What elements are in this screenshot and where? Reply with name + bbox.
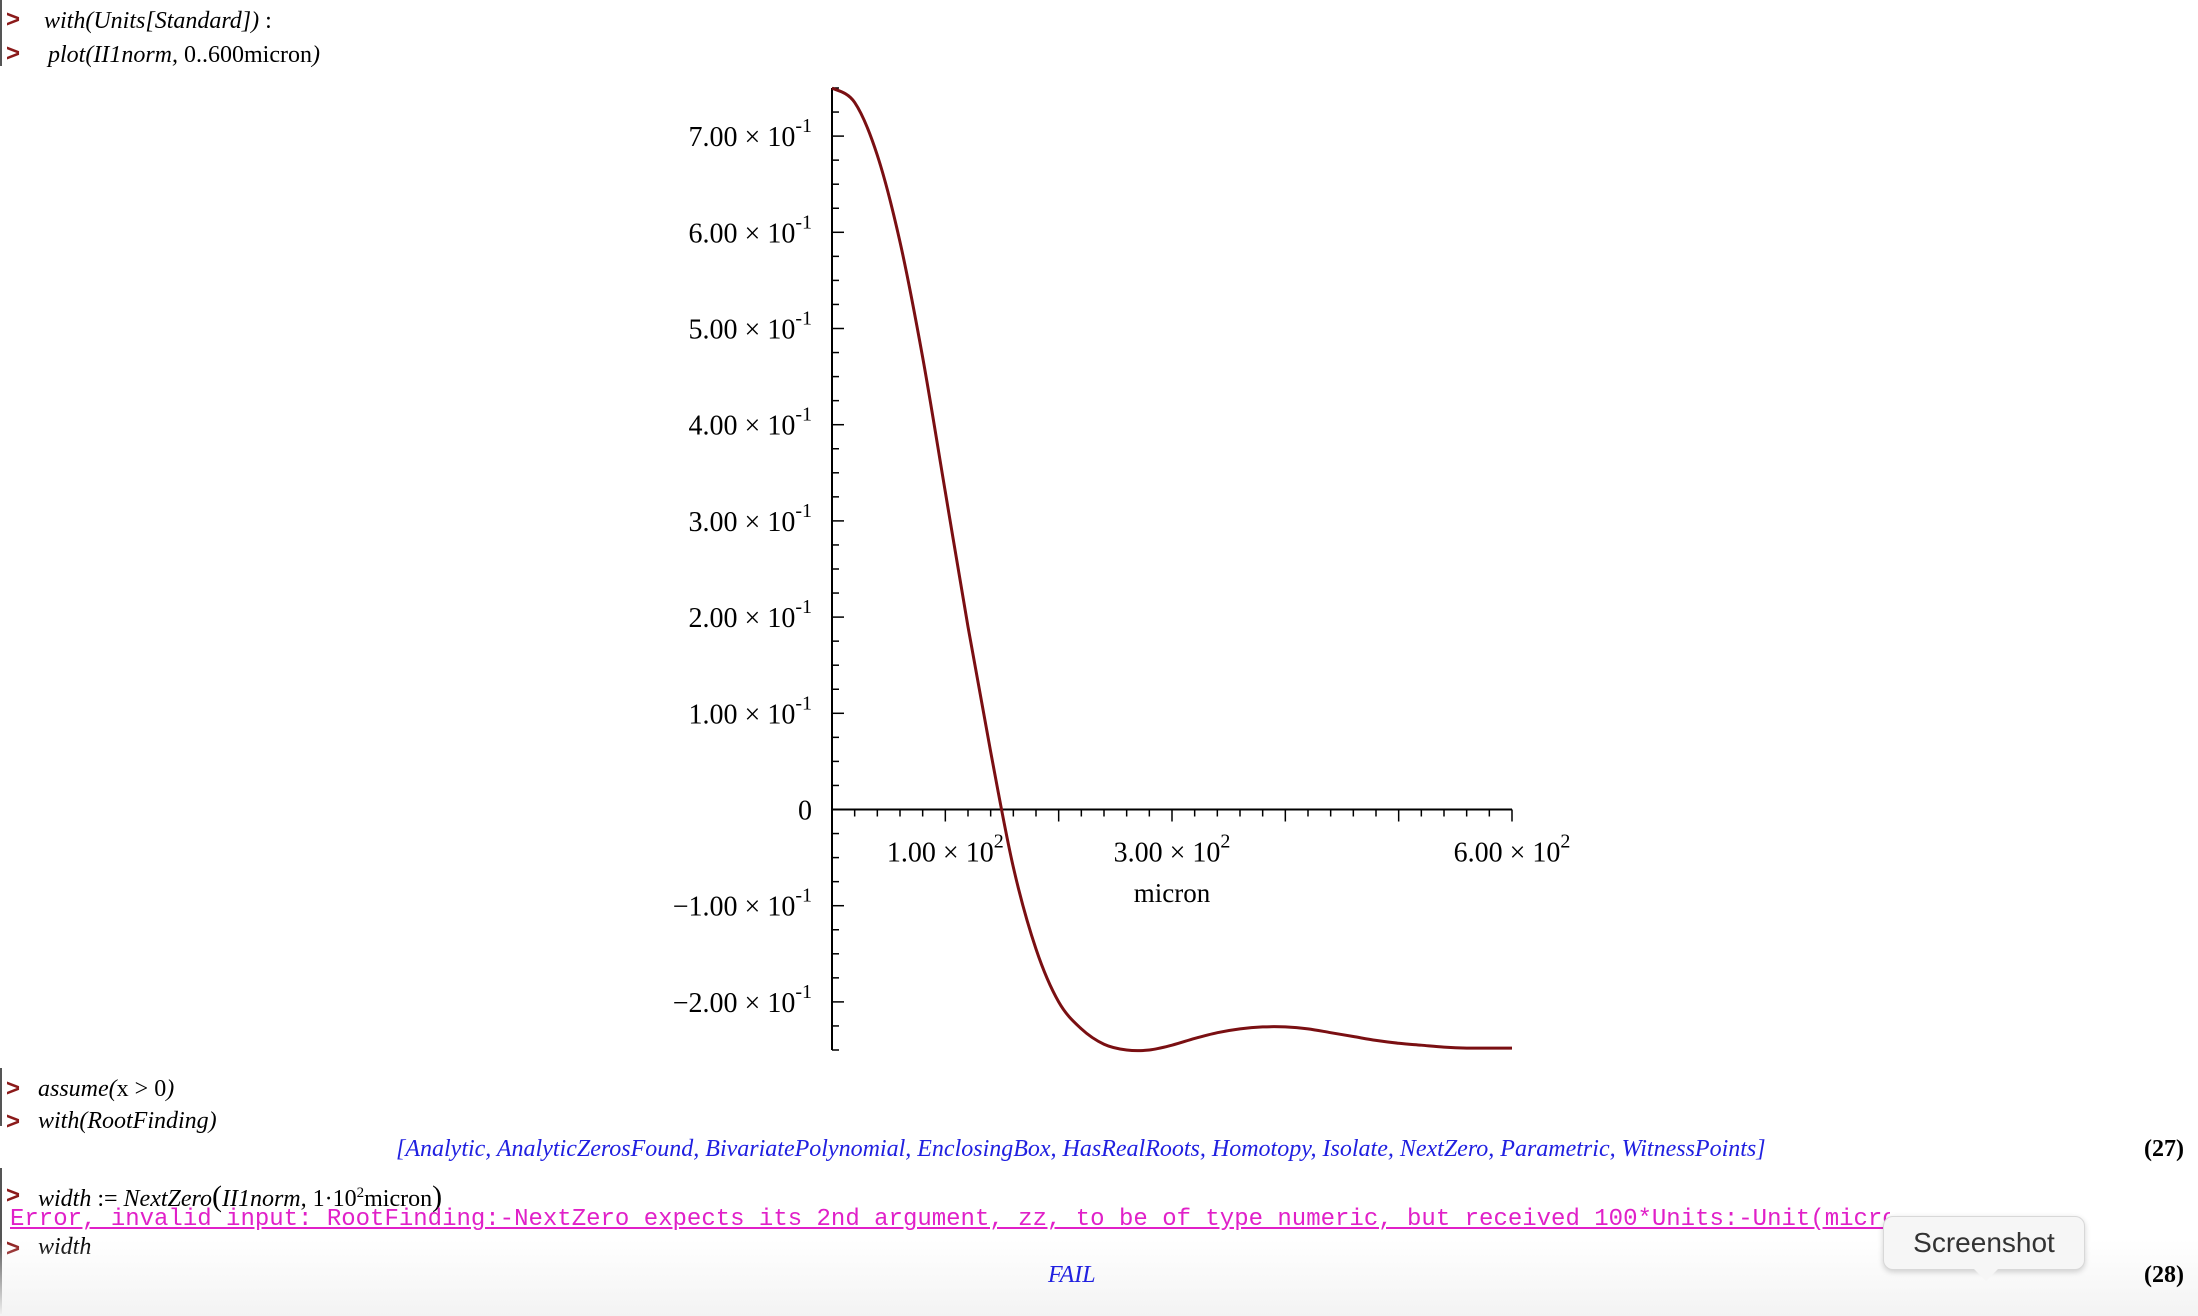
error-message: Error, invalid input: RootFinding:-NextZ…: [10, 1206, 1890, 1233]
func-arg: x > 0: [116, 1076, 167, 1102]
input-line-nextzero[interactable]: width := NextZero(II1norm, 1·102micron): [38, 1180, 443, 1213]
exponent: 2: [356, 1185, 365, 1201]
screenshot-tooltip: Screenshot: [1883, 1216, 2085, 1281]
y-tick-label: 1.00 × 10-1: [689, 692, 812, 730]
unit: micron: [244, 42, 312, 68]
group-bracket: [0, 0, 10, 66]
input-prompt: >: [6, 6, 21, 33]
func-arg: II1norm: [221, 1186, 301, 1212]
input-line-plot[interactable]: plot(II1norm, 0..600micron): [48, 42, 320, 68]
x-tick-labels: 1.00 × 102 3.00 × 102 6.00 × 102: [887, 831, 1570, 869]
equation-label: (27): [2144, 1136, 2184, 1162]
unit: micron: [364, 1186, 433, 1212]
coefficient: 1·10: [312, 1186, 357, 1212]
input-prompt: >: [6, 1108, 21, 1135]
series-line: [831, 86, 1512, 1053]
input-line-with-units[interactable]: with(Units[Standard]) :: [44, 8, 272, 34]
input-line-with-rootfinding[interactable]: with(RootFinding): [38, 1108, 217, 1134]
func-name: plot: [48, 42, 86, 68]
func-name: with: [44, 8, 86, 34]
assign-op: :=: [97, 1186, 118, 1212]
y-tick-label: 5.00 × 10-1: [689, 308, 812, 346]
x-tick-label: 6.00 × 102: [1454, 831, 1571, 869]
window-bottom-fade: [0, 1240, 2198, 1316]
y-tick-label: 4.00 × 10-1: [689, 404, 812, 442]
x-tick-label: 3.00 × 102: [1114, 831, 1231, 869]
func-name: with: [38, 1108, 80, 1134]
y-tick-label: 6.00 × 10-1: [689, 211, 812, 249]
y-tick-label: 2.00 × 10-1: [689, 596, 812, 634]
plot-area[interactable]: 7.00 × 10-1 6.00 × 10-1 5.00 × 10-1 4.00 × …: [0, 0, 2198, 1080]
input-prompt: >: [6, 1182, 21, 1209]
plot-axes: [831, 87, 1513, 1051]
func-arg: RootFinding: [87, 1108, 209, 1134]
input-line-assume[interactable]: assume(x > 0): [38, 1076, 175, 1102]
output-fail: FAIL: [1048, 1262, 1096, 1288]
y-tick-label: 7.00 × 10-1: [689, 115, 812, 153]
assign-lhs: width: [38, 1186, 92, 1212]
func-arg: II1norm: [93, 42, 172, 68]
input-prompt: >: [6, 40, 21, 67]
range-end: 600: [208, 42, 244, 68]
y-tick-label: 3.00 × 10-1: [689, 500, 812, 538]
statement-suffix: :: [265, 8, 272, 34]
func-arg: Units[Standard]: [93, 8, 252, 34]
x-axis-label: micron: [1134, 878, 1211, 908]
group-bracket: [0, 1068, 10, 1126]
input-prompt: >: [6, 1075, 21, 1102]
range-sep: ..: [196, 42, 208, 68]
y-tick-label: −2.00 × 10-1: [673, 981, 812, 1019]
output-package-exports: [Analytic, AnalyticZerosFound, Bivariate…: [396, 1136, 1766, 1162]
range-start: 0: [184, 42, 196, 68]
y-tick-label: −1.00 × 10-1: [673, 885, 812, 923]
func-name: NextZero: [123, 1186, 212, 1212]
func-name: assume: [38, 1076, 109, 1102]
y-tick-labels: 7.00 × 10-1 6.00 × 10-1 5.00 × 10-1 4.00 × …: [673, 115, 812, 1019]
y-tick-label: 0: [798, 796, 812, 827]
equation-label: (28): [2144, 1262, 2184, 1288]
x-tick-label: 1.00 × 102: [887, 831, 1004, 869]
